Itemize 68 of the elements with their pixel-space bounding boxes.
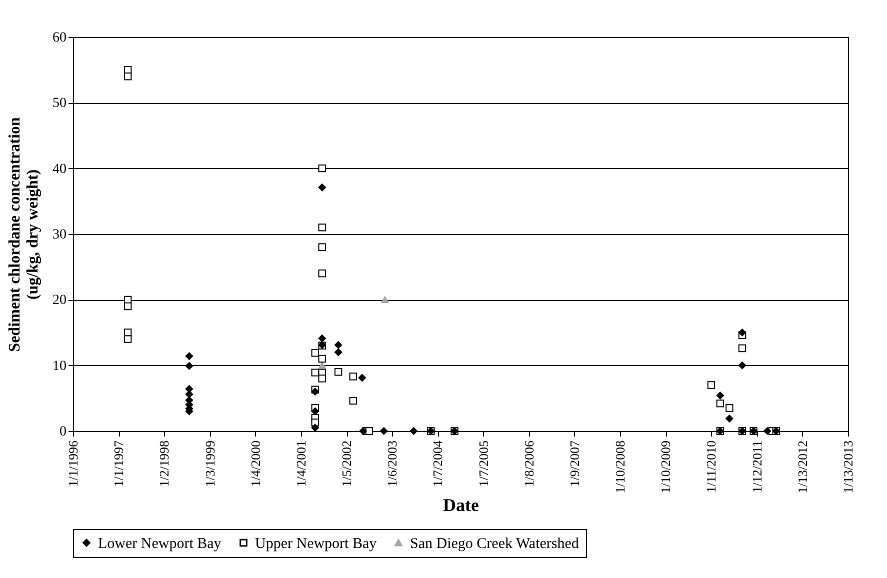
point xyxy=(716,400,724,408)
point xyxy=(410,427,418,435)
point xyxy=(334,368,342,376)
point xyxy=(763,427,772,435)
point xyxy=(318,334,326,342)
point xyxy=(738,344,746,352)
point xyxy=(334,348,342,356)
x-tick-label: 1/1/1996 xyxy=(66,440,80,487)
point xyxy=(707,381,716,389)
legend-label: San Diego Creek Watershed xyxy=(410,536,580,552)
point xyxy=(318,362,326,369)
point xyxy=(318,374,326,382)
point xyxy=(185,352,194,360)
point xyxy=(311,368,319,376)
point xyxy=(311,407,319,416)
point xyxy=(318,243,326,251)
point xyxy=(334,341,342,349)
point xyxy=(124,72,132,80)
point xyxy=(124,335,132,343)
point xyxy=(726,414,734,422)
y-tick-label: 0 xyxy=(60,424,66,440)
x-tick-label: 1/1/1997 xyxy=(111,440,126,487)
point xyxy=(726,404,734,412)
x-tick-label: 1/10/2009 xyxy=(658,440,674,494)
x-tick-label: 1/4/2000 xyxy=(248,440,263,487)
y-tick-label: 20 xyxy=(52,293,66,308)
point xyxy=(365,427,374,435)
point xyxy=(318,224,326,232)
x-tick-label: 1/9/2007 xyxy=(566,440,582,487)
point xyxy=(359,427,367,435)
y-axis-title: Sediment chlordane concentration (ug/kg, dry weight) xyxy=(6,117,42,352)
legend-label: Lower Newport Bay xyxy=(98,536,222,552)
point xyxy=(185,362,194,370)
x-tick-label: 1/8/2006 xyxy=(521,440,536,487)
x-tick-label: 1/2/1998 xyxy=(156,440,172,487)
x-tick-label: 1/6/2003 xyxy=(384,440,400,487)
y-tick-label: 40 xyxy=(52,162,66,177)
x-axis-title: Date xyxy=(443,495,479,516)
x-tick-label: 1/7/2004 xyxy=(430,440,446,487)
x-tick-label: 1/12/2011 xyxy=(749,440,764,493)
point xyxy=(124,302,132,310)
y-tick-label: 60 xyxy=(52,30,66,46)
x-tick-label: 1/3/1999 xyxy=(202,440,218,487)
point xyxy=(318,270,326,278)
legend-label: Upper Newport Bay xyxy=(255,536,378,552)
point xyxy=(716,392,724,400)
point xyxy=(311,349,319,357)
point xyxy=(318,164,326,172)
point xyxy=(318,354,326,363)
point xyxy=(738,328,746,336)
point xyxy=(349,396,357,405)
x-tick-label: 1/4/2001 xyxy=(293,440,308,487)
y-tick-label: 50 xyxy=(52,96,66,112)
x-tick-label: 1/5/2002 xyxy=(339,440,354,487)
point xyxy=(311,424,319,432)
point xyxy=(358,374,366,382)
x-tick-label: 1/10/2008 xyxy=(612,440,628,494)
y-tick-label: 30 xyxy=(52,228,66,242)
x-tick-label: 1/11/2010 xyxy=(704,440,719,493)
point xyxy=(381,296,389,304)
point xyxy=(738,361,746,370)
point xyxy=(318,184,326,192)
x-tick-label: 1/13/2012 xyxy=(794,440,810,494)
y-tick-label: 10 xyxy=(52,358,66,374)
x-tick-label: 1/13/2013 xyxy=(840,440,856,494)
point xyxy=(380,427,388,435)
x-tick-label: 1/7/2005 xyxy=(476,440,491,487)
point xyxy=(349,372,357,380)
